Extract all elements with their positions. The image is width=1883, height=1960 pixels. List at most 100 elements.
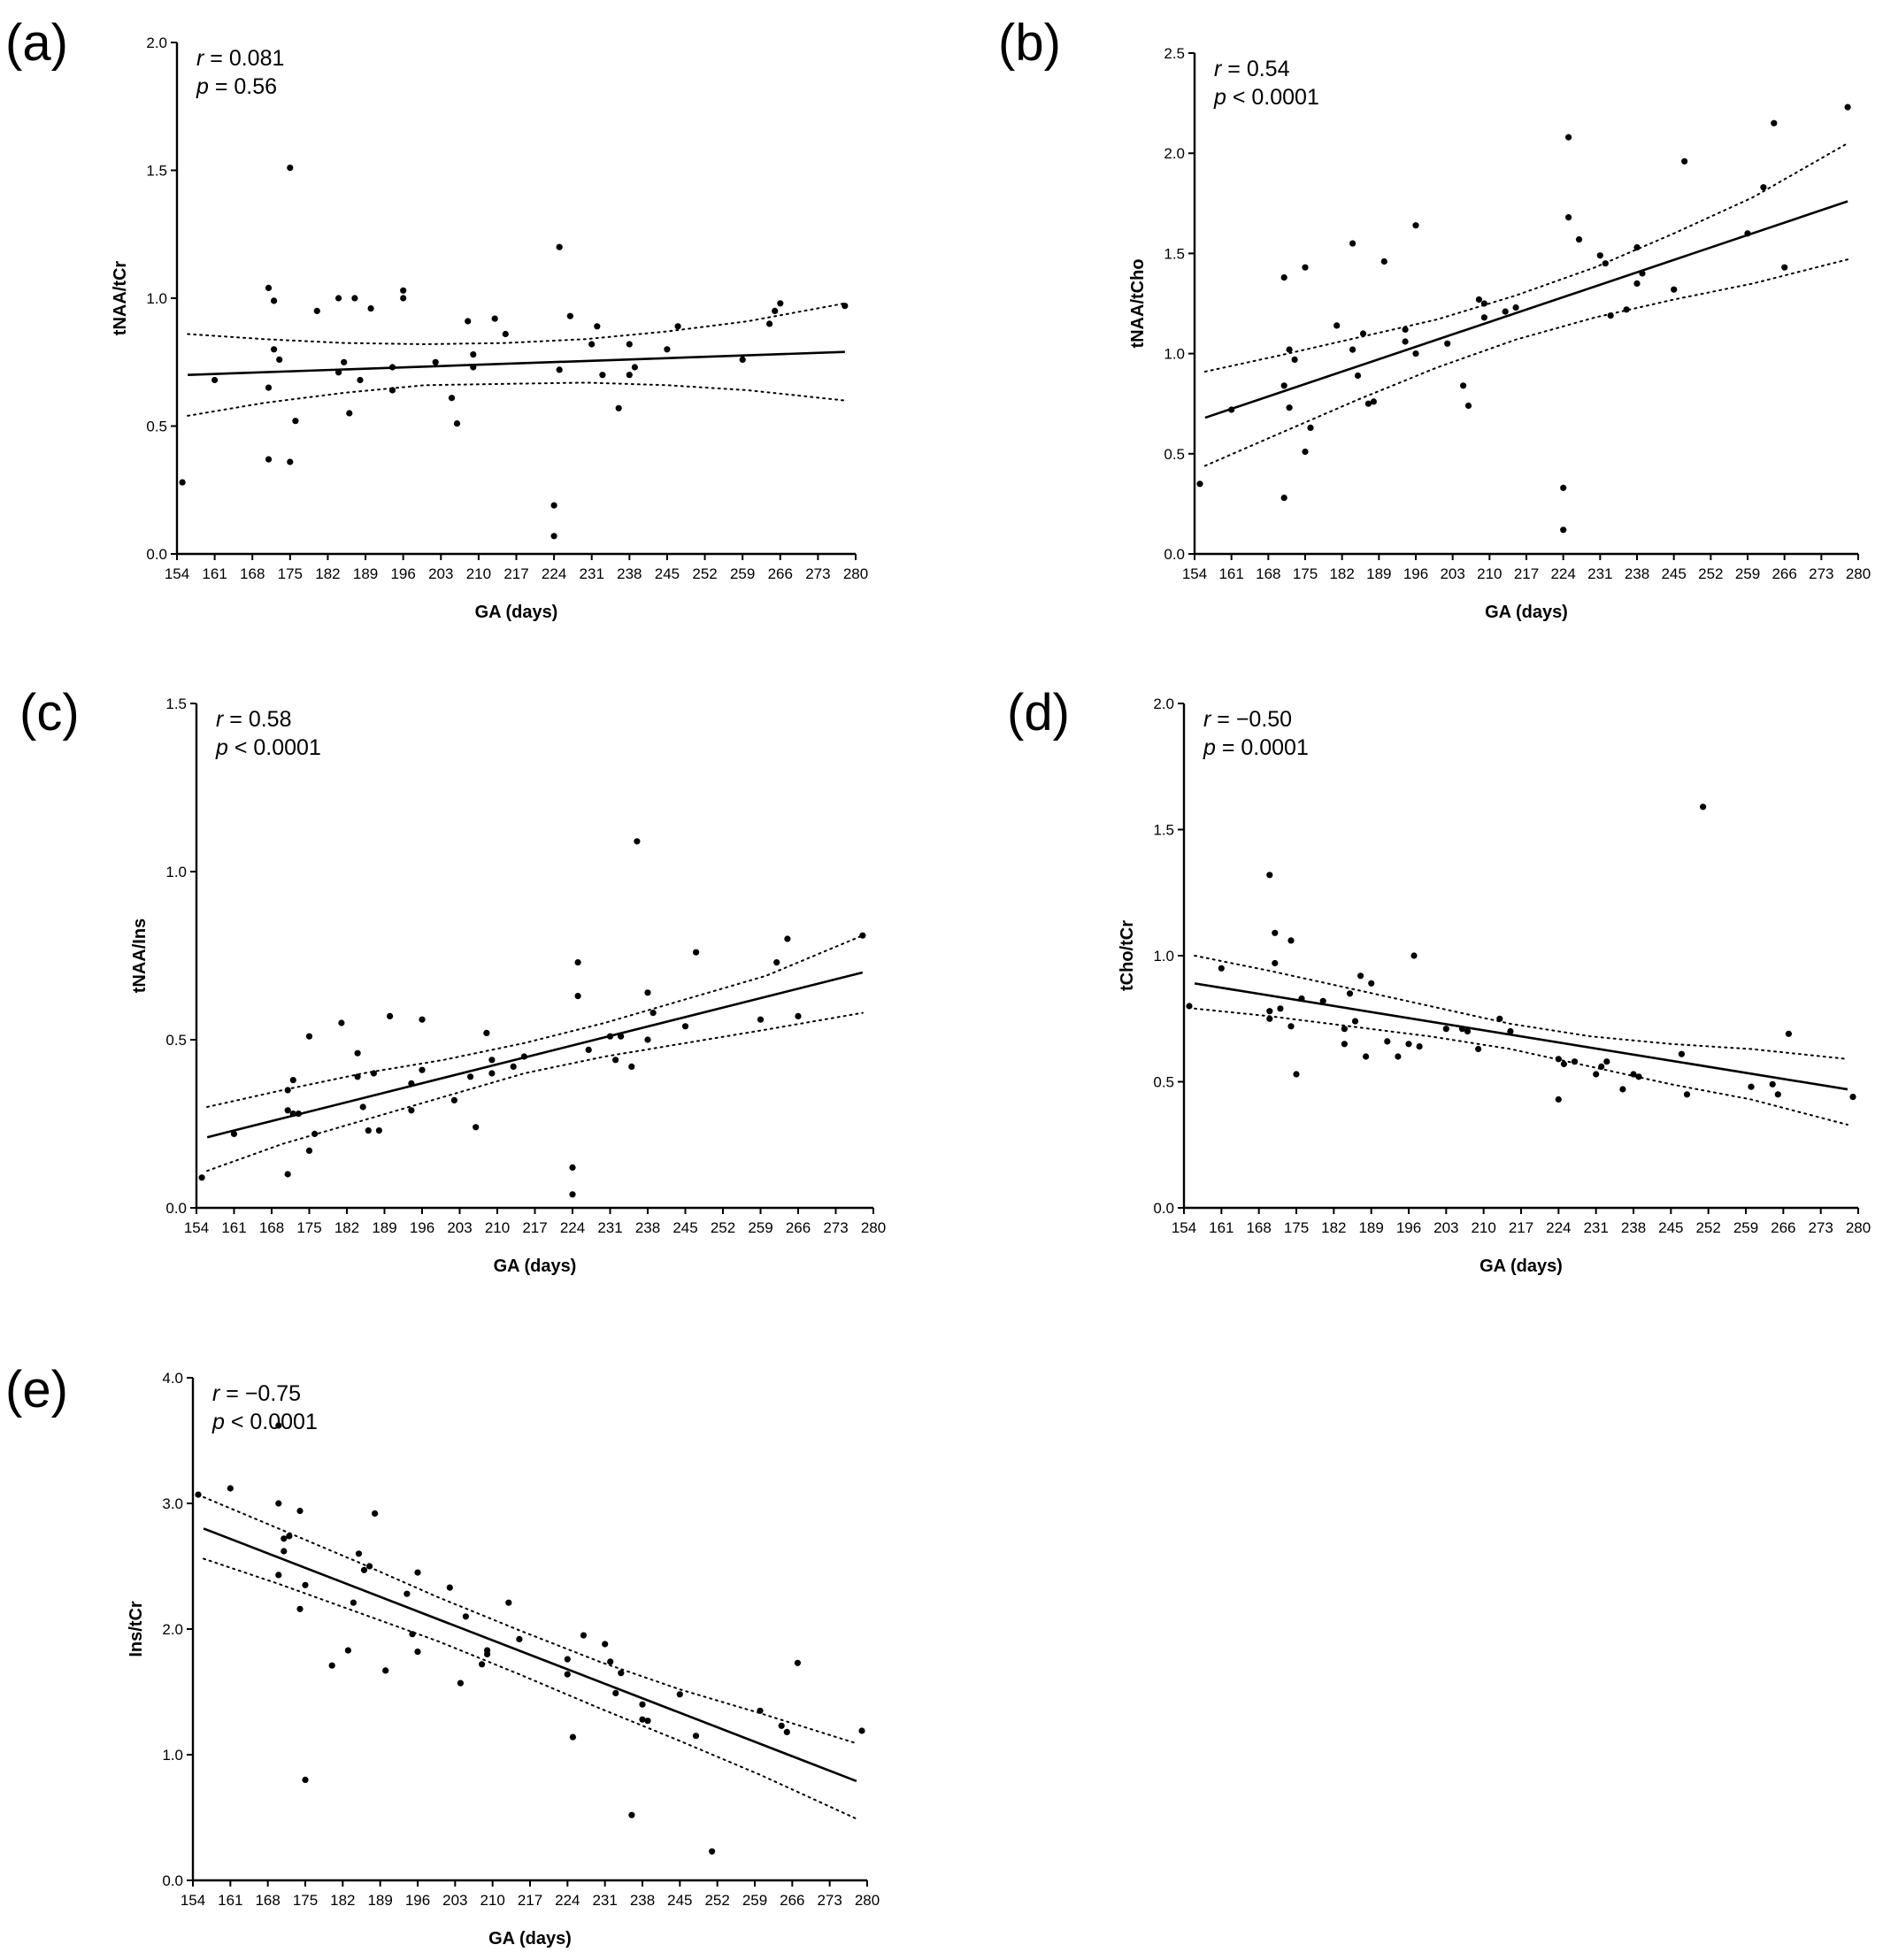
data-point (564, 1656, 571, 1663)
x-tick-label: 161 (1209, 1219, 1234, 1236)
x-tick-label: 154 (165, 565, 189, 582)
data-point (664, 346, 671, 353)
data-point (382, 1667, 389, 1674)
x-tick-label: 203 (442, 1892, 467, 1909)
y-tick-label: 2.5 (1164, 45, 1185, 62)
y-axis-title: tNAA/tCr (111, 261, 130, 336)
data-point (484, 1650, 491, 1657)
x-tick-label: 238 (1621, 1219, 1646, 1236)
x-tick-label: 168 (1256, 565, 1280, 582)
data-point (569, 1164, 576, 1171)
data-point (287, 458, 294, 465)
data-point (1560, 527, 1567, 534)
data-point (644, 1718, 651, 1725)
x-tick-label: 231 (597, 1219, 622, 1236)
data-point (1402, 326, 1409, 333)
data-point (676, 1691, 683, 1698)
data-point (1349, 346, 1357, 353)
ci-lower-line (206, 1011, 864, 1172)
data-point (1785, 1030, 1792, 1037)
data-point (292, 418, 299, 425)
data-point (618, 1033, 625, 1040)
data-point (1683, 1091, 1691, 1098)
data-point (1575, 236, 1583, 243)
panel-e: (e) 0.0 1.0 2.0 3.0 4.0 154 161 168 175 182 189 196 2… (5, 1361, 880, 1948)
panel-b: (b) 0.0 0.5 1.0 1.5 2.0 2.5 154 161 168 175 182 189 1… (998, 14, 1871, 622)
y-tick-label: 0.0 (165, 1200, 187, 1217)
data-point (1480, 314, 1487, 321)
y-tick-label: 1.5 (146, 163, 167, 180)
data-point (1507, 1027, 1514, 1035)
data-point (1341, 1026, 1348, 1033)
x-axis-title: GA (days) (1480, 1257, 1563, 1276)
p-value: = 0.56 (209, 74, 277, 99)
data-point (1266, 1015, 1273, 1022)
data-point (615, 404, 622, 411)
data-point (631, 364, 639, 371)
data-point (275, 1572, 282, 1579)
data-point (520, 1053, 528, 1060)
data-point (1700, 803, 1707, 811)
x-tick-label: 154 (184, 1219, 209, 1236)
data-point (446, 1584, 453, 1591)
x-tick-label: 175 (296, 1219, 321, 1236)
data-point (271, 346, 278, 353)
data-point (365, 1127, 372, 1134)
data-point (281, 1548, 288, 1555)
data-point (1280, 274, 1287, 281)
data-point (1302, 448, 1309, 456)
data-point (470, 364, 477, 371)
data-point (594, 323, 601, 330)
x-tick-label: 182 (1321, 1219, 1346, 1236)
data-point (606, 1033, 614, 1040)
x-tick-label: 217 (1514, 565, 1539, 582)
data-point (1849, 1094, 1856, 1101)
data-point (1593, 1071, 1600, 1078)
data-point (556, 243, 563, 250)
data-point (344, 1647, 351, 1654)
data-point (302, 1581, 309, 1588)
x-tick-label: 231 (580, 565, 604, 582)
data-point (1370, 398, 1377, 405)
data-point (1218, 965, 1225, 972)
data-point (1363, 1053, 1370, 1060)
x-tick-label: 175 (1284, 1219, 1309, 1236)
x-tick-label: 168 (255, 1892, 280, 1909)
data-point (1769, 1080, 1776, 1088)
x-tick-label: 252 (1698, 565, 1723, 582)
data-point (289, 1111, 296, 1118)
data-point (357, 376, 364, 384)
data-point (574, 959, 581, 966)
data-point (302, 1776, 309, 1783)
data-point (491, 315, 498, 322)
data-point (1512, 304, 1519, 311)
ci-upper-line (1194, 955, 1848, 1060)
x-tick-label: 245 (1658, 1219, 1683, 1236)
x-tick-label: 196 (1403, 565, 1428, 582)
y-tick-label: 0.0 (162, 1872, 183, 1889)
p-symbol: p (1213, 85, 1226, 110)
x-tick-label: 217 (522, 1219, 547, 1236)
data-point (1287, 937, 1295, 944)
x-tick-label: 175 (1293, 565, 1318, 582)
data-point (1405, 1041, 1412, 1048)
data-point (287, 165, 294, 172)
p-value: < 0.0001 (225, 1410, 318, 1434)
y-tick-label: 1.0 (162, 1747, 183, 1764)
data-point (628, 1063, 635, 1070)
x-tick-label: 245 (1661, 565, 1686, 582)
y-tick-label: 2.0 (1164, 145, 1185, 162)
data-point (211, 376, 219, 384)
data-point (566, 312, 574, 319)
x-tick-label: 259 (1735, 565, 1760, 582)
p-statistic: p < 0.0001 (1213, 85, 1319, 110)
data-point (276, 356, 283, 363)
data-point (1395, 1053, 1402, 1060)
data-point (360, 1566, 368, 1573)
x-tick-label: 224 (1546, 1219, 1571, 1236)
x-tick-label: 273 (817, 1892, 842, 1909)
r-statistic: r = 0.081 (196, 46, 284, 71)
x-tick-label: 182 (1329, 565, 1354, 582)
regression-line (203, 1527, 857, 1783)
y-tick-label: 0.0 (1164, 546, 1185, 563)
